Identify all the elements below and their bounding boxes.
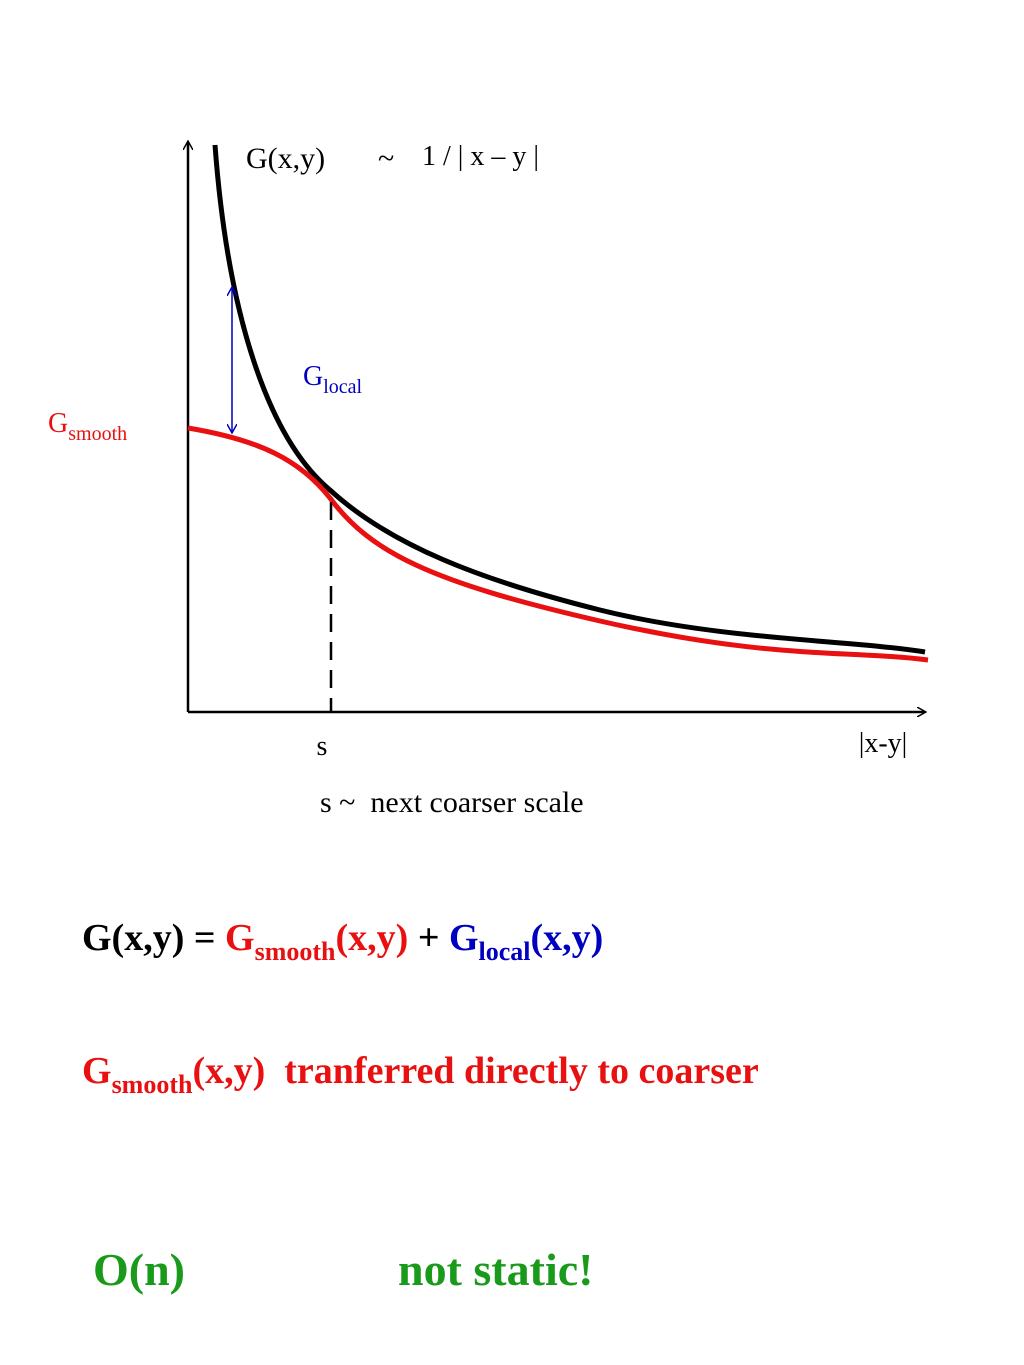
curve-label: G(x,y) ~1 / | x – y | xyxy=(246,141,539,175)
curve-lhs: G(x,y) xyxy=(246,142,325,175)
x-axis-label: |x-y| xyxy=(859,728,908,759)
complexity-order: O(n) xyxy=(93,1244,185,1295)
smooth-label: Gsmooth xyxy=(48,408,127,445)
smooth-base: G xyxy=(48,408,68,439)
curve-tilde: ~ xyxy=(378,142,394,175)
transfer-args: (x,y) xyxy=(192,1050,265,1092)
eq-plus: + xyxy=(408,917,449,959)
curve-rhs: 1 / | x – y | xyxy=(422,141,539,172)
g-curve xyxy=(212,144,926,655)
local-label: Glocal xyxy=(303,361,363,398)
transfer-base: G xyxy=(82,1050,112,1092)
eq-smooth-base: G xyxy=(225,917,255,959)
equation: G(x,y) = Gsmooth(x,y) + Glocal(x,y) xyxy=(82,917,603,966)
local-sub: local xyxy=(323,376,362,398)
caption: s ~ next coarser scale xyxy=(320,786,584,819)
eq-local-base: G xyxy=(449,917,479,959)
smooth-sub: smooth xyxy=(68,423,127,445)
g-smooth-curve xyxy=(187,425,929,663)
eq-smooth-sub: smooth xyxy=(255,937,336,966)
eq-smooth-args: (x,y) xyxy=(336,917,409,959)
local-base: G xyxy=(303,361,323,392)
transfer-text: tranferred directly to coarser xyxy=(265,1050,759,1092)
eq-local-sub: local xyxy=(479,937,531,966)
transfer-sub: smooth xyxy=(112,1070,193,1099)
eq-local-args: (x,y) xyxy=(531,917,604,959)
eq-lhs: G(x,y) = xyxy=(82,917,225,959)
transfer-line: Gsmooth(x,y) tranferred directly to coar… xyxy=(82,1050,759,1099)
complexity-note: not static! xyxy=(398,1244,593,1295)
x-tick-label: s xyxy=(317,731,328,762)
